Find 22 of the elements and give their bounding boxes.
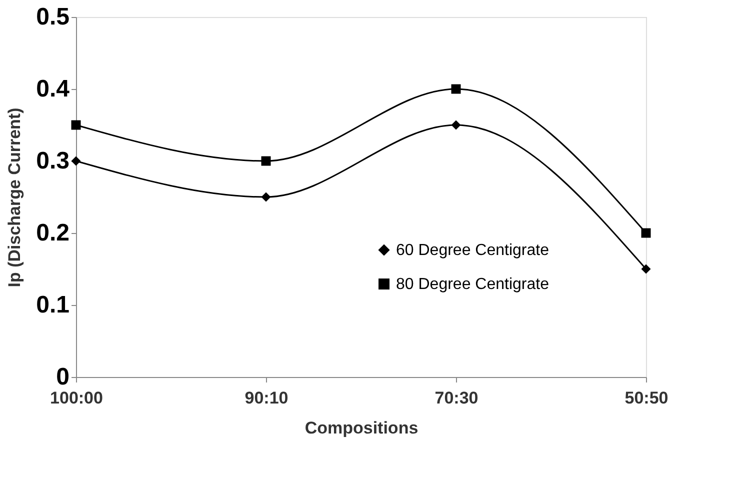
point: [71, 156, 81, 166]
x-axis-title: Compositions: [304, 418, 418, 438]
x-tick-label: 100:00: [50, 388, 103, 408]
point: [451, 120, 461, 130]
point: [261, 192, 271, 202]
point: [261, 156, 271, 166]
y-tick-label: 0.5: [36, 4, 70, 30]
point: [451, 84, 461, 94]
y-tick-label: 0.4: [36, 76, 70, 102]
x-tick-label: 90:10: [244, 388, 288, 408]
point: [641, 264, 651, 274]
y-tick-label: 0.2: [36, 220, 70, 246]
y-tick-label: 0: [56, 364, 70, 390]
point: [641, 228, 651, 238]
x-tick-label: 70:30: [434, 388, 478, 408]
y-tick-label: 0.1: [36, 292, 70, 318]
point: [71, 120, 81, 130]
y-tick-label: 0.3: [36, 148, 70, 174]
x-tick-label: 50:50: [624, 388, 668, 408]
legend-label: 60 Degree Centigrate: [396, 242, 550, 259]
y-axis-title: Ip (Discharge Current): [5, 108, 24, 288]
legend-label: 80 Degree Centigrate: [396, 276, 550, 293]
